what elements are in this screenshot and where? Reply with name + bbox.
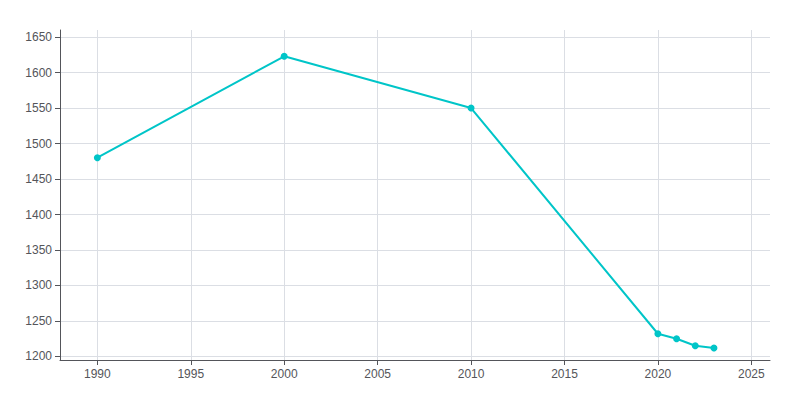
svg-text:1600: 1600: [25, 66, 52, 80]
svg-text:1550: 1550: [25, 101, 52, 115]
svg-text:1500: 1500: [25, 137, 52, 151]
svg-text:2010: 2010: [458, 367, 485, 381]
svg-text:1650: 1650: [25, 30, 52, 44]
svg-text:2015: 2015: [551, 367, 578, 381]
svg-text:2000: 2000: [271, 367, 298, 381]
svg-text:2025: 2025: [738, 367, 765, 381]
svg-text:1990: 1990: [84, 367, 111, 381]
svg-text:1250: 1250: [25, 314, 52, 328]
svg-text:2020: 2020: [645, 367, 672, 381]
svg-text:1300: 1300: [25, 278, 52, 292]
svg-text:1400: 1400: [25, 208, 52, 222]
svg-text:1450: 1450: [25, 172, 52, 186]
svg-text:1200: 1200: [25, 349, 52, 363]
svg-text:2005: 2005: [364, 367, 391, 381]
svg-text:1350: 1350: [25, 243, 52, 257]
svg-text:1995: 1995: [177, 367, 204, 381]
